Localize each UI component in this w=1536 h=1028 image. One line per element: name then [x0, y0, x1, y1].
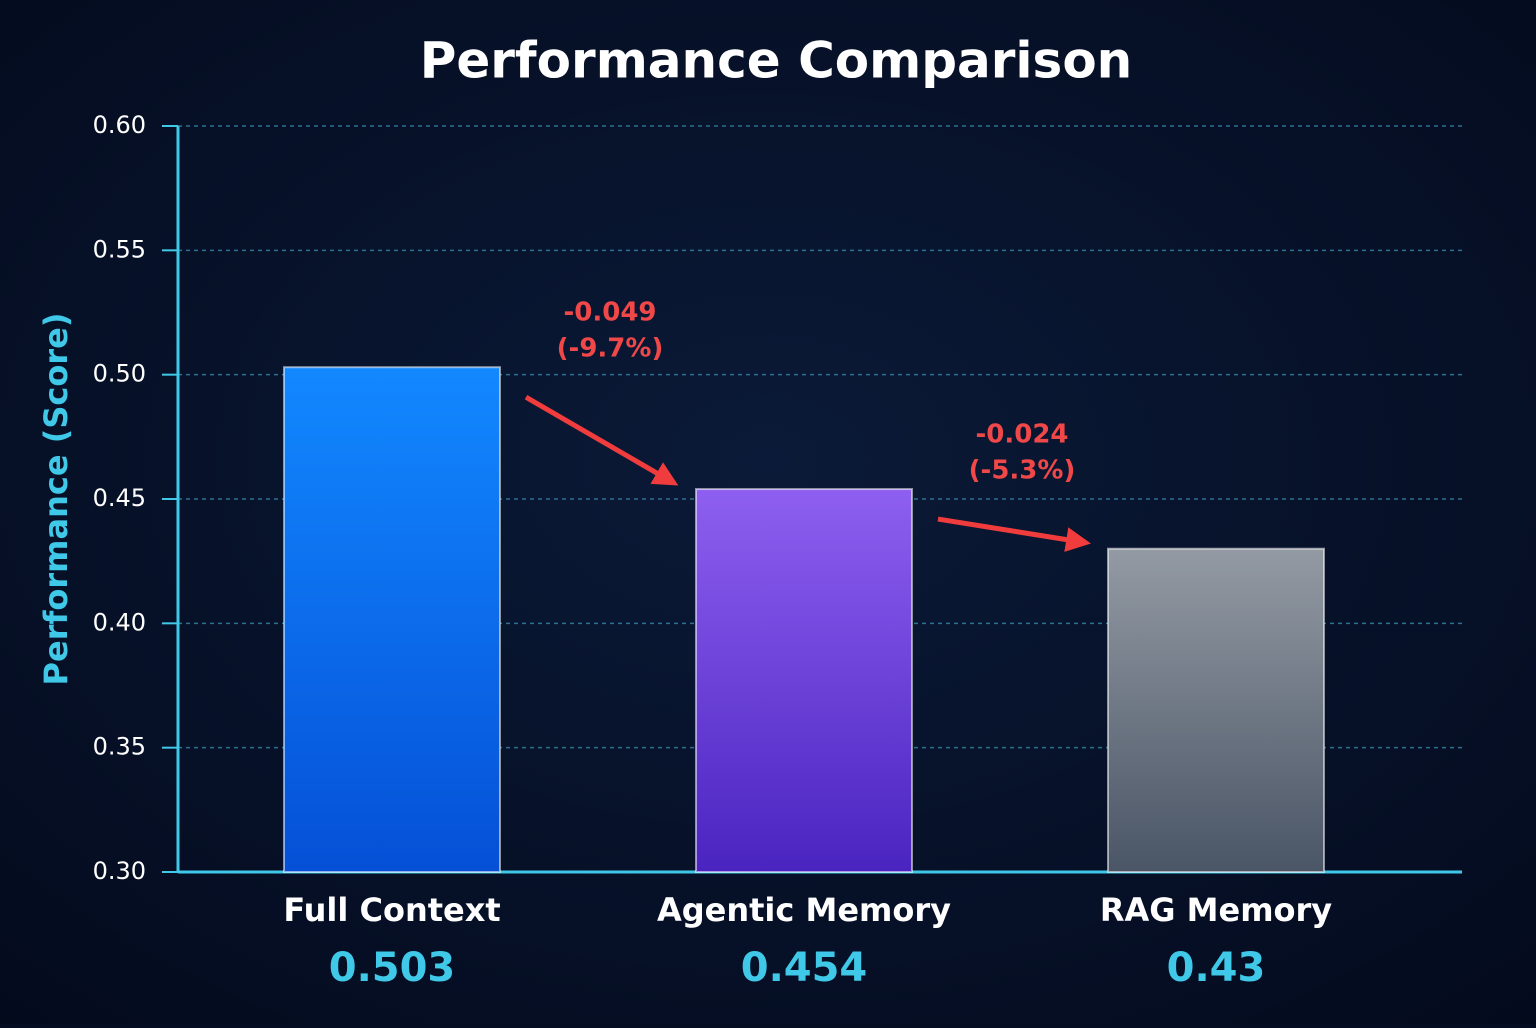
annotation-text: -0.049 — [563, 298, 656, 328]
annotation-arrow — [524, 395, 679, 486]
y-tick-label: 0.55 — [93, 235, 146, 263]
y-tick-label: 0.35 — [93, 733, 146, 761]
value-label: 0.43 — [1167, 945, 1266, 991]
chart-title: Performance Comparison — [420, 32, 1133, 90]
x-tick-label: Agentic Memory — [657, 891, 951, 929]
value-label: 0.503 — [329, 945, 456, 991]
y-tick-label: 0.40 — [93, 608, 146, 636]
annotation-text: (-9.7%) — [557, 334, 664, 364]
bar — [283, 366, 501, 873]
annotation-arrow — [937, 516, 1091, 552]
annotation-text: -0.024 — [975, 420, 1068, 450]
value-label: 0.454 — [741, 945, 868, 991]
bar — [1107, 547, 1325, 873]
bar — [695, 488, 913, 873]
y-tick-label: 0.60 — [93, 111, 146, 139]
y-tick-label: 0.30 — [93, 857, 146, 885]
y-tick-label: 0.50 — [93, 360, 146, 388]
y-tick-label: 0.45 — [93, 484, 146, 512]
annotation-text: (-5.3%) — [969, 456, 1076, 486]
y-axis-label: Performance (Score) — [37, 313, 75, 686]
x-tick-label: RAG Memory — [1100, 891, 1332, 929]
x-tick-label: Full Context — [283, 891, 500, 929]
